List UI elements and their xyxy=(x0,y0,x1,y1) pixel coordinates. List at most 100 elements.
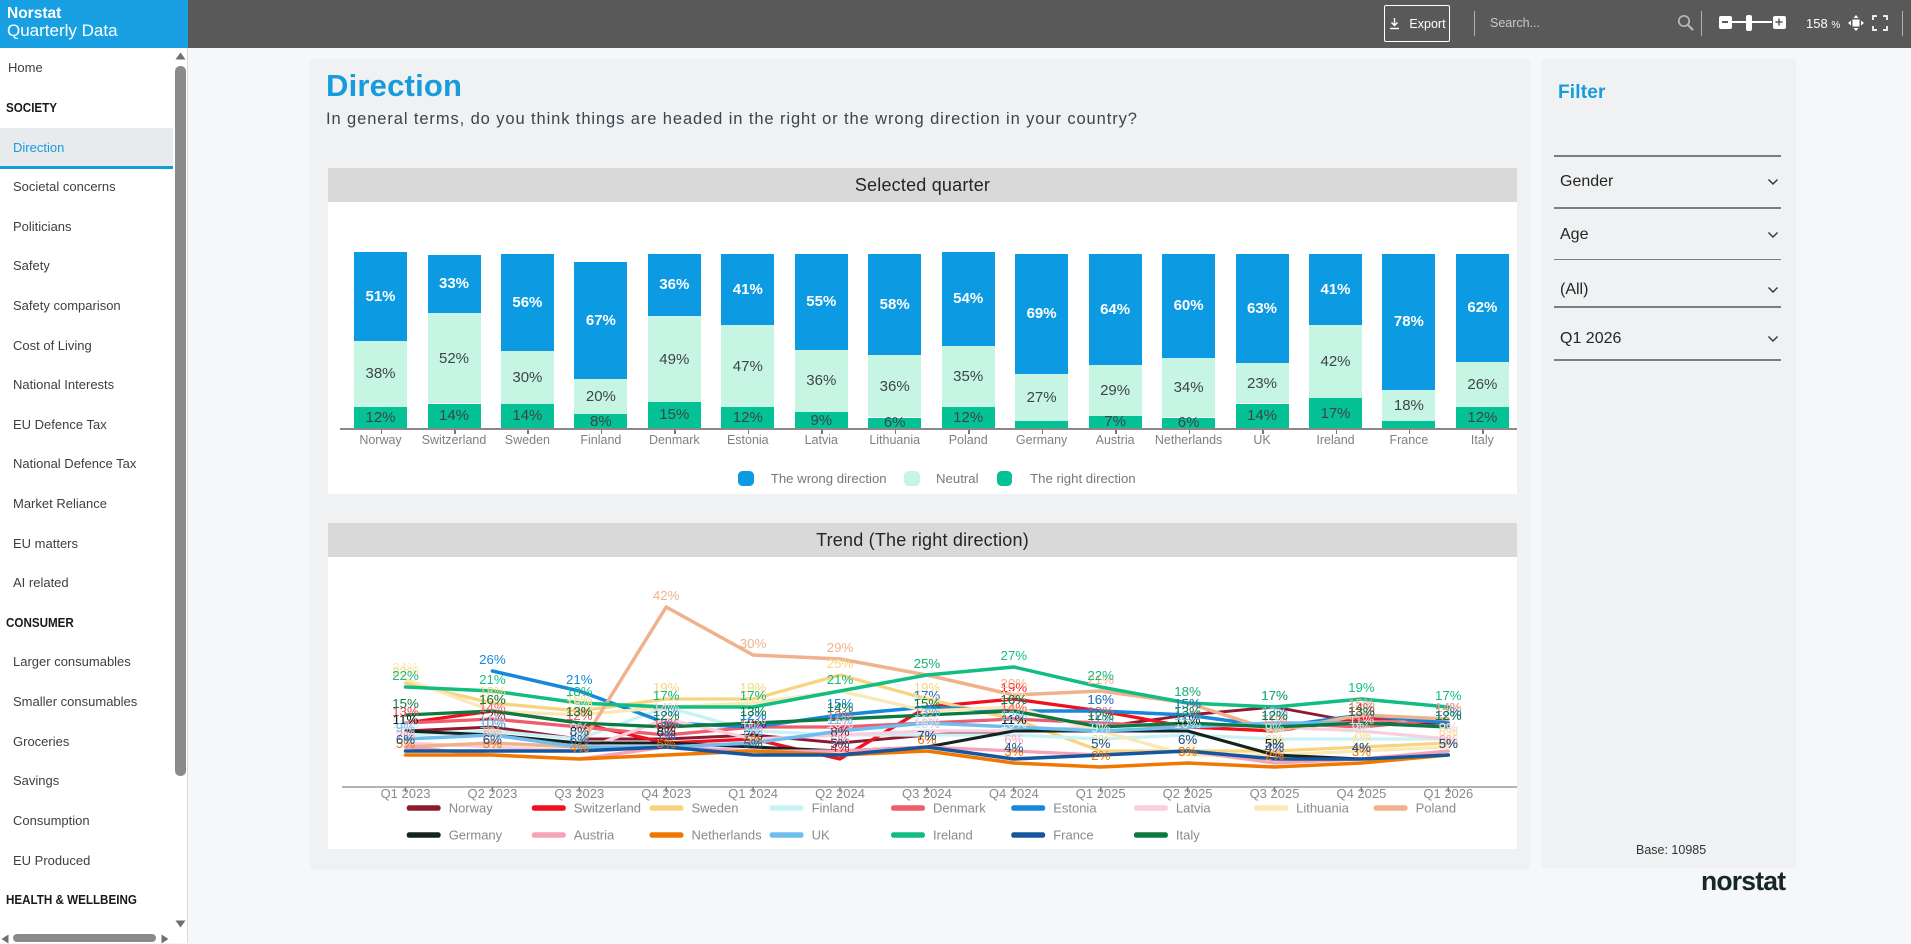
svg-text:11%: 11% xyxy=(1088,712,1114,727)
svg-text:13%: 13% xyxy=(1261,704,1288,719)
svg-text:12%: 12% xyxy=(1174,708,1201,723)
svg-text:29%: 29% xyxy=(827,640,854,655)
svg-text:16%: 16% xyxy=(1000,692,1027,707)
svg-text:Q1 2026: Q1 2026 xyxy=(1423,786,1473,801)
svg-text:10%: 10% xyxy=(827,716,854,731)
svg-text:8%: 8% xyxy=(657,724,676,739)
svg-text:18%: 18% xyxy=(1174,684,1201,699)
svg-text:7%: 7% xyxy=(570,728,589,743)
svg-text:16%: 16% xyxy=(1000,692,1027,707)
svg-text:8%: 8% xyxy=(830,724,849,739)
svg-text:13%: 13% xyxy=(914,704,941,719)
svg-text:14%: 14% xyxy=(653,700,680,715)
svg-text:14%: 14% xyxy=(827,700,854,715)
svg-text:11%: 11% xyxy=(393,712,419,727)
svg-text:Estonia: Estonia xyxy=(1053,801,1097,816)
svg-text:9%: 9% xyxy=(1091,720,1110,735)
svg-text:Q4 2025: Q4 2025 xyxy=(1336,786,1386,801)
svg-text:15%: 15% xyxy=(827,696,854,711)
svg-text:7%: 7% xyxy=(657,728,676,743)
svg-text:6%: 6% xyxy=(830,732,849,747)
svg-text:15%: 15% xyxy=(1174,696,1201,711)
svg-text:6%: 6% xyxy=(1439,732,1458,747)
svg-text:12%: 12% xyxy=(1087,708,1114,723)
svg-text:Latvia: Latvia xyxy=(1176,801,1211,816)
svg-text:21%: 21% xyxy=(566,672,593,687)
svg-text:Norway: Norway xyxy=(449,801,494,816)
svg-text:9%: 9% xyxy=(1439,720,1458,735)
svg-text:17%: 17% xyxy=(653,688,680,703)
svg-text:10%: 10% xyxy=(914,716,941,731)
svg-text:4%: 4% xyxy=(570,740,589,755)
svg-text:13%: 13% xyxy=(914,704,941,719)
svg-text:4%: 4% xyxy=(1352,740,1371,755)
svg-text:11%: 11% xyxy=(1088,712,1114,727)
svg-text:10%: 10% xyxy=(479,716,506,731)
svg-text:Switzerland: Switzerland xyxy=(574,801,641,816)
svg-text:7%: 7% xyxy=(917,728,936,743)
svg-text:9%: 9% xyxy=(570,720,589,735)
svg-text:7%: 7% xyxy=(917,728,936,743)
svg-text:21%: 21% xyxy=(1087,672,1114,687)
svg-text:12%: 12% xyxy=(1261,708,1288,723)
svg-text:8%: 8% xyxy=(570,724,589,739)
svg-text:10%: 10% xyxy=(1000,716,1027,731)
svg-text:Q3 2024: Q3 2024 xyxy=(902,786,952,801)
svg-text:5%: 5% xyxy=(1439,736,1458,751)
svg-text:25%: 25% xyxy=(914,656,941,671)
svg-text:16%: 16% xyxy=(914,692,941,707)
svg-text:8%: 8% xyxy=(657,724,676,739)
svg-text:30%: 30% xyxy=(740,636,767,651)
svg-text:UK: UK xyxy=(812,828,830,843)
svg-text:11%: 11% xyxy=(1262,712,1288,727)
svg-text:3%: 3% xyxy=(1352,744,1371,759)
svg-text:11%: 11% xyxy=(827,712,853,727)
svg-text:6%: 6% xyxy=(1265,732,1284,747)
svg-text:14%: 14% xyxy=(1435,700,1462,715)
svg-text:13%: 13% xyxy=(566,704,593,719)
svg-text:5%: 5% xyxy=(830,736,849,751)
svg-text:11%: 11% xyxy=(480,712,506,727)
svg-text:5%: 5% xyxy=(1265,736,1284,751)
svg-text:17%: 17% xyxy=(653,688,680,703)
svg-text:11%: 11% xyxy=(393,712,419,727)
svg-text:6%: 6% xyxy=(1178,732,1197,747)
svg-text:19%: 19% xyxy=(914,680,941,695)
svg-text:6%: 6% xyxy=(1004,732,1023,747)
svg-text:25%: 25% xyxy=(827,656,854,671)
svg-text:5%: 5% xyxy=(830,736,849,751)
svg-text:6%: 6% xyxy=(570,732,589,747)
svg-text:5%: 5% xyxy=(1178,736,1197,751)
svg-text:12%: 12% xyxy=(740,708,767,723)
svg-text:17%: 17% xyxy=(653,688,680,703)
svg-text:6%: 6% xyxy=(1091,732,1110,747)
svg-text:16%: 16% xyxy=(566,692,593,707)
svg-text:20%: 20% xyxy=(1000,676,1027,691)
svg-text:12%: 12% xyxy=(1348,708,1375,723)
svg-text:10%: 10% xyxy=(653,716,680,731)
svg-text:15%: 15% xyxy=(1348,696,1375,711)
svg-text:17%: 17% xyxy=(914,688,941,703)
svg-text:12%: 12% xyxy=(1174,708,1201,723)
svg-text:6%: 6% xyxy=(743,732,762,747)
svg-text:18%: 18% xyxy=(1174,684,1201,699)
svg-text:17%: 17% xyxy=(1261,688,1288,703)
svg-text:6%: 6% xyxy=(1178,732,1197,747)
svg-text:12%: 12% xyxy=(1261,708,1288,723)
svg-text:6%: 6% xyxy=(917,732,936,747)
svg-text:Netherlands: Netherlands xyxy=(692,828,763,843)
svg-text:Lithuania: Lithuania xyxy=(1296,801,1350,816)
svg-text:6%: 6% xyxy=(1352,732,1371,747)
svg-text:Q3 2025: Q3 2025 xyxy=(1250,786,1300,801)
svg-text:Poland: Poland xyxy=(1416,801,1456,816)
svg-text:22%: 22% xyxy=(392,668,419,683)
svg-text:7%: 7% xyxy=(1352,728,1371,743)
svg-text:Q3 2023: Q3 2023 xyxy=(554,786,604,801)
svg-text:11%: 11% xyxy=(914,712,940,727)
svg-text:7%: 7% xyxy=(1439,728,1458,743)
svg-text:7%: 7% xyxy=(657,728,676,743)
svg-text:4%: 4% xyxy=(1352,740,1371,755)
svg-text:21%: 21% xyxy=(479,672,506,687)
svg-text:14%: 14% xyxy=(1435,700,1462,715)
svg-text:18%: 18% xyxy=(566,684,593,699)
